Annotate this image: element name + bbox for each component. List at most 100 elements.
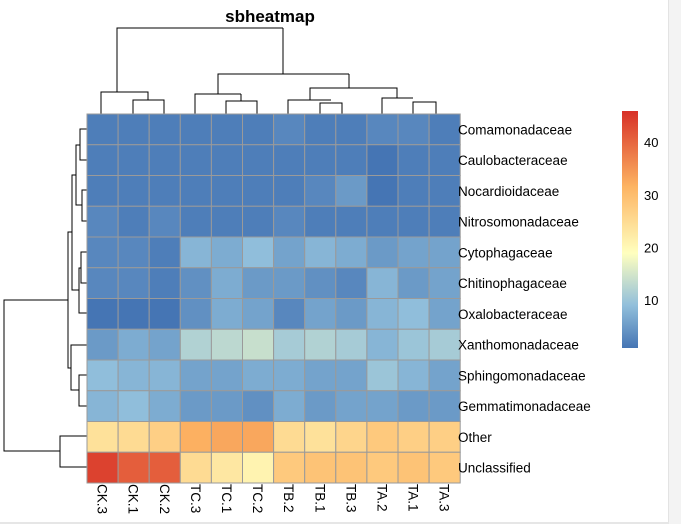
row-dendrogram [4,129,87,467]
heatmap-cell [243,237,274,268]
heatmap-cell [180,360,211,391]
row-label: Nitrosomonadaceae [458,215,579,230]
heatmap-cell [336,391,367,422]
row-dend-branch [79,268,87,313]
heatmap-cell [87,237,118,268]
heatmap-cell [429,268,460,299]
heatmap-cell [274,299,305,330]
heatmap-cell [429,360,460,391]
column-label: TC.2 [250,484,265,513]
row-labels: Comamonadaceae Caulobacteraceae Nocardioid… [458,122,591,475]
heatmap-cell [367,176,398,207]
row-label: Chitinophagaceae [458,276,567,291]
heatmap-cell [429,452,460,483]
column-label: TA.2 [374,484,389,512]
heatmap-cell [211,145,242,176]
heatmap-cell [149,145,180,176]
heatmap-cell [149,176,180,207]
column-label: TA.3 [437,484,452,512]
column-label: CK.2 [157,484,172,514]
heatmap-cell [274,145,305,176]
heatmap-cell [180,422,211,453]
heatmap-cell [274,114,305,145]
legend-tick-label: 20 [644,240,658,255]
heatmap-cell [118,422,149,453]
heatmap-cell [336,422,367,453]
heatmap-cell [211,422,242,453]
legend-tick-label: 40 [644,135,658,150]
heatmap-cell [367,145,398,176]
row-label: Unclassified [458,461,531,476]
heatmap-cell [336,299,367,330]
heatmap-cell [87,299,118,330]
scrollbar[interactable] [668,0,681,524]
heatmap-cell [211,176,242,207]
heatmap-cell [149,422,180,453]
heatmap-cell [149,268,180,299]
heatmap-cell [274,329,305,360]
heatmap-cell [87,145,118,176]
column-label: CK.1 [126,484,141,514]
heatmap-cell [367,391,398,422]
heatmap-cell [87,391,118,422]
heatmap-cell [305,268,336,299]
heatmap-cell [87,114,118,145]
heatmap-cell [398,452,429,483]
heatmap-cell [274,176,305,207]
chart-title: sbheatmap [225,7,315,26]
heatmap-cells [87,114,460,483]
col-dend-branch [218,74,349,94]
heatmap-cell [243,391,274,422]
heatmap-cell [243,145,274,176]
col-dend-branch [288,100,331,114]
heatmap-cell [336,452,367,483]
heatmap-cell [305,329,336,360]
heatmap-cell [87,422,118,453]
col-dend-branch [195,94,241,114]
row-dend-branch [80,129,87,160]
heatmap-cell [87,329,118,360]
heatmap-cell [398,391,429,422]
column-label: TB.2 [281,484,296,513]
heatmap-cell [180,268,211,299]
heatmap-cell [180,299,211,330]
col-dend-branch [382,98,413,114]
heatmap-cell [149,206,180,237]
color-legend-ticks: 10 20 30 40 [644,135,658,308]
heatmap-cell [149,114,180,145]
heatmap-cell [336,145,367,176]
heatmap-cell [305,145,336,176]
heatmap-cell [211,268,242,299]
heatmap-cell [305,391,336,422]
heatmap-cell [429,206,460,237]
heatmap-cell [367,206,398,237]
heatmap-cell [118,145,149,176]
row-label: Comamonadaceae [458,122,572,137]
heatmap-cell [211,299,242,330]
row-label: Sphingomonadaceae [458,368,586,383]
heatmap-chart: sbheatmap [0,0,669,524]
row-label: Other [458,430,492,445]
heatmap-cell [429,422,460,453]
heatmap-cell [118,391,149,422]
heatmap-cell [211,114,242,145]
heatmap-cell [305,237,336,268]
row-label: Cytophagaceae [458,245,553,260]
heatmap-cell [243,268,274,299]
heatmap-cell [336,176,367,207]
heatmap-cell [243,299,274,330]
heatmap-cell [429,176,460,207]
heatmap-cell [118,268,149,299]
heatmap-cell [243,329,274,360]
column-label: TB.3 [343,484,358,513]
heatmap-cell [398,176,429,207]
heatmap-cell [180,452,211,483]
heatmap-cell [243,114,274,145]
heatmap-cell [336,237,367,268]
column-label: TC.1 [219,484,234,513]
heatmap-cell [243,176,274,207]
heatmap-cell [180,237,211,268]
column-dendrogram [101,28,436,114]
heatmap-cell [336,360,367,391]
col-dend-branch [226,101,257,114]
